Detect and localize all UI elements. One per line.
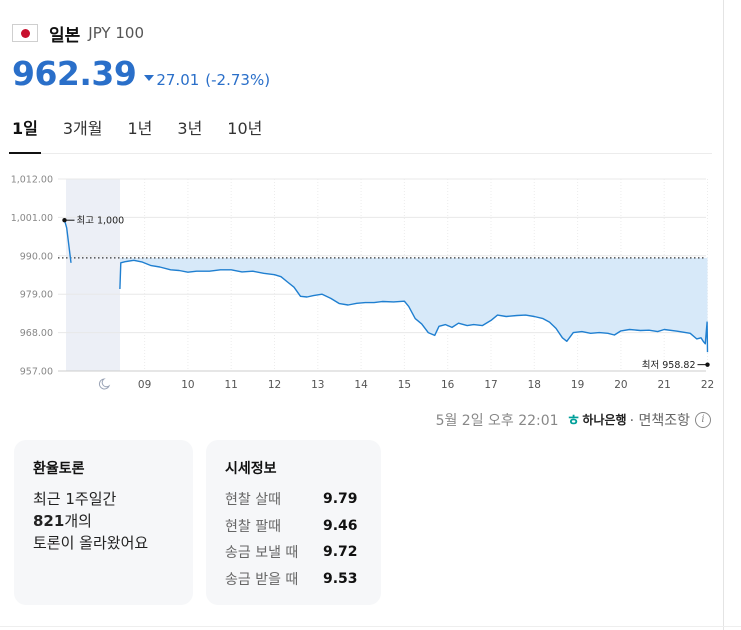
x-tick-label: 11 [225,379,238,391]
rate-value: 9.72 [323,544,358,561]
japan-flag-icon [12,24,38,42]
exchange-rate-chart[interactable]: 1,012.00 1,001.00 990.00 979.00 968.00 957.00… [0,168,723,393]
rate-row: 송금 보낼 때 9.72 [225,539,358,566]
tab-3months[interactable]: 3개월 [62,119,103,138]
currency-header: 일본 JPY 100 [12,20,144,46]
x-tick-label: 15 [398,379,411,391]
rate-value: 9.53 [323,570,358,587]
x-tick-label: 09 [138,379,151,391]
y-tick-label: 1,001.00 [11,213,53,224]
high-label: 최고 1,000 [76,216,124,227]
y-tick-label: 979.00 [20,290,53,301]
forum-line-1: 최근 1주일간 [33,490,117,508]
low-label: 최저 958.82 [642,360,696,371]
rate-row: 현찰 살때 9.79 [225,486,358,513]
x-tick-label: 19 [571,379,584,391]
rate-list: 현찰 살때 9.79 현찰 팔때 9.46 송금 보낼 때 9.72 송금 받을… [225,486,358,592]
country-name: 일본 [49,25,81,46]
hana-bank-mark-icon: ㅎ [566,411,581,429]
rate-label: 송금 보낼 때 [225,545,299,562]
x-tick-label: 22 [701,379,714,391]
tab-1year[interactable]: 1년 [127,119,153,138]
info-icon[interactable]: i [695,411,711,428]
forum-summary: 최근 1주일간 821개의 토론이 올라왔어요 [33,488,148,554]
area-fill [119,257,708,353]
forum-card[interactable]: 환율토론 최근 1주일간 821개의 토론이 올라왔어요 [14,440,193,605]
hana-bank-logo: ㅎ 하나은행 [567,409,627,430]
price-change-percent: (-2.73%) [205,71,271,89]
rate-row: 송금 받을 때 9.53 [225,566,358,593]
x-tick-label: 12 [268,379,281,391]
source-row: 5월 2일 오후 22:01 ㅎ 하나은행 · 면책조항 i [436,409,711,430]
rate-label: 송금 받을 때 [225,571,299,588]
rate-value: 9.79 [323,491,358,508]
forum-count-suffix: 개의 [64,512,92,530]
y-tick-label: 1,012.00 [11,175,53,186]
x-tick-label: 17 [484,379,497,391]
x-tick-label: 16 [441,379,455,391]
x-tick-label: 13 [311,379,324,391]
rate-row: 현찰 팔때 9.46 [225,513,358,540]
bottom-divider [0,626,741,627]
y-tick-label: 957.00 [20,367,53,378]
timestamp: 5월 2일 오후 22:01 [435,412,559,429]
current-price: 962.39 [12,54,137,93]
hana-bank-logo-text: 하나은행 [582,413,627,427]
price-row: 962.39 27.01 (-2.73%) [12,54,270,93]
night-region [66,179,120,371]
y-tick-label: 968.00 [20,328,53,339]
period-tabs: 1일 3개월 1년 3년 10년 [9,116,712,154]
forum-line-3: 토론이 올라왔어요 [33,534,149,552]
down-arrow-icon [144,75,155,81]
x-tick-label: 20 [614,379,627,391]
disclaimer-link[interactable]: · 면책조항 [629,412,690,429]
forum-title: 환율토론 [33,461,85,477]
forum-line-2: 821개의 [33,510,148,532]
moon-icon [98,378,111,390]
price-line-premarket [63,220,72,263]
rate-label: 현찰 팔때 [225,518,281,535]
rate-info-title: 시세정보 [225,461,277,477]
x-tick-label: 21 [658,379,671,391]
forum-count: 821 [33,512,65,530]
rate-value: 9.46 [323,517,358,534]
y-tick-label: 990.00 [20,251,53,262]
rate-info-card: 시세정보 현찰 살때 9.79 현찰 팔때 9.46 송금 보낼 때 9.72 … [206,440,381,605]
tab-10years[interactable]: 10년 [227,119,263,138]
currency-code: JPY 100 [88,24,144,42]
rate-label: 현찰 살때 [225,492,281,509]
tab-3years[interactable]: 3년 [177,119,203,138]
x-tick-label: 14 [354,379,368,391]
right-divider [723,0,724,630]
price-line [119,259,709,353]
tab-1day[interactable]: 1일 [9,116,41,154]
x-tick-label: 10 [181,379,194,391]
price-change: 27.01 [156,71,200,89]
x-tick-label: 18 [528,379,541,391]
